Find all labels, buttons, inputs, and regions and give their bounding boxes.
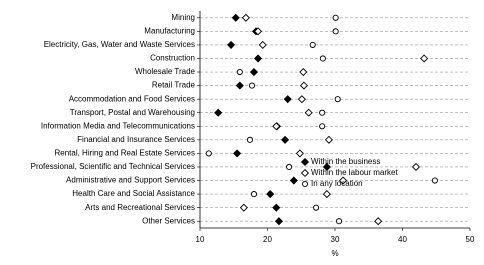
dot-marker: [339, 176, 348, 185]
legend-label: In any location: [311, 179, 363, 188]
dot-marker: [239, 203, 248, 212]
y-tick-label: Financial and Insurance Services: [77, 135, 195, 144]
dot-marker: [281, 135, 290, 144]
legend-marker: [300, 168, 310, 178]
legend-label: Within the labour market: [311, 168, 398, 177]
dot-marker: [299, 81, 308, 90]
y-tick-label: Arts and Recreational Services: [85, 203, 195, 212]
y-tick-label: Health Care and Social Assistance: [72, 189, 195, 198]
dot-marker: [272, 203, 281, 212]
dot-marker: [334, 96, 341, 103]
dot-marker: [297, 95, 306, 104]
dot-marker: [299, 67, 308, 77]
x-tick-label: 20: [263, 235, 272, 244]
dot-marker: [335, 218, 343, 225]
dot-marker: [227, 40, 236, 49]
dot-marker: [304, 108, 313, 117]
dot-marker: [250, 191, 258, 198]
y-tick-label: Professional, Scientific and Technical S…: [31, 162, 195, 171]
dot-marker: [236, 68, 243, 76]
y-tick-label: Accommodation and Food Services: [69, 94, 195, 103]
dot-marker: [235, 81, 244, 90]
y-tick-label: Mining: [171, 13, 195, 22]
dot-marker: [258, 40, 267, 49]
x-tick-label: 30: [331, 235, 340, 244]
dot-marker: [283, 95, 292, 104]
dot-marker: [319, 109, 326, 116]
dot-marker: [319, 55, 326, 62]
dot-marker: [231, 13, 240, 22]
x-tick-label: 40: [398, 235, 407, 244]
dot-marker: [295, 149, 304, 158]
dot-marker: [289, 176, 298, 185]
dot-marker: [322, 190, 331, 199]
y-tick-label: Other Services: [142, 216, 195, 225]
dot-marker: [374, 217, 383, 226]
y-tick-label: Information Media and Telecommunications: [41, 121, 195, 130]
y-tick-label: Retail Trade: [152, 81, 196, 90]
y-tick-label: Construction: [150, 54, 195, 63]
dot-marker: [332, 14, 339, 21]
dot-marker: [313, 204, 320, 211]
dot-marker: [420, 54, 429, 63]
dot-marker: [324, 135, 333, 144]
legend-marker: [301, 180, 309, 188]
y-tick-label: Wholesale Trade: [135, 67, 196, 76]
dot-marker: [254, 54, 263, 63]
dot-marker: [254, 27, 263, 36]
dot-marker: [233, 149, 242, 158]
y-tick-label: Manufacturing: [144, 26, 195, 35]
dot-marker: [205, 150, 212, 157]
dot-marker: [214, 108, 223, 117]
legend-marker: [300, 157, 310, 167]
legend-label: Within the business: [311, 157, 380, 166]
y-tick-label: Electricity, Gas, Water and Waste Servic…: [44, 40, 195, 49]
dot-marker: [431, 177, 438, 184]
dot-marker: [274, 217, 284, 226]
dot-marker: [248, 82, 256, 89]
dot-marker: [266, 190, 275, 199]
dot-marker: [411, 162, 421, 172]
dot-marker: [319, 123, 326, 130]
x-tick-label: 50: [466, 235, 475, 244]
x-tick-label: 10: [196, 235, 205, 244]
dot-marker: [246, 136, 253, 143]
y-tick-label: Administrative and Support Services: [66, 176, 195, 185]
dot-marker: [322, 162, 331, 172]
dot-marker: [241, 13, 250, 22]
x-axis-label: %: [331, 249, 338, 258]
dot-marker: [309, 41, 316, 48]
dot-marker: [332, 28, 339, 35]
dot-marker: [286, 163, 293, 171]
y-tick-label: Rental, Hiring and Real Estate Services: [54, 149, 195, 158]
dot-marker: [272, 122, 281, 131]
y-tick-label: Transport, Postal and Warehousing: [70, 108, 195, 117]
dot-marker: [249, 67, 259, 77]
